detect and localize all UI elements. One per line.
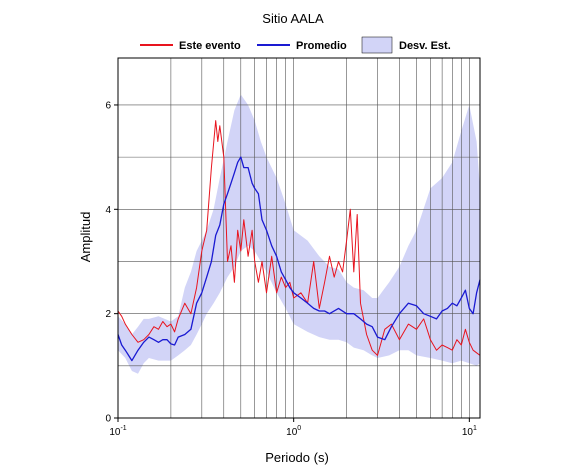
x-tick-label: 101 bbox=[462, 425, 477, 438]
legend-evento-label: Este evento bbox=[179, 40, 241, 52]
std-band bbox=[118, 94, 480, 374]
std-band-layer bbox=[118, 94, 480, 374]
legend-promedio-label: Promedio bbox=[296, 40, 347, 52]
legend-band-swatch bbox=[361, 36, 393, 54]
grid-layer bbox=[118, 58, 480, 418]
y-tick-label: 6 bbox=[105, 100, 111, 111]
series-este-evento bbox=[117, 120, 481, 356]
y-tick-label: 4 bbox=[105, 205, 111, 216]
chart-title: Sitio AALA bbox=[262, 11, 324, 26]
plot-frame bbox=[117, 57, 481, 419]
x-axis-label: Periodo (s) bbox=[265, 450, 329, 465]
legend: Este evento Promedio Desv. Est. bbox=[140, 36, 451, 54]
y-tick-label: 2 bbox=[105, 309, 111, 320]
x-tick-label: 100 bbox=[286, 425, 301, 438]
series-promedio bbox=[117, 156, 481, 362]
y-tick-label: 0 bbox=[105, 414, 111, 425]
legend-band-label: Desv. Est. bbox=[399, 40, 451, 52]
series-layer bbox=[117, 120, 481, 362]
axis-ticks: 0 2 4 6 10-1 100 101 bbox=[105, 100, 477, 438]
y-axis-label: Amplitud bbox=[78, 212, 93, 263]
x-tick-label: 10-1 bbox=[109, 425, 126, 438]
